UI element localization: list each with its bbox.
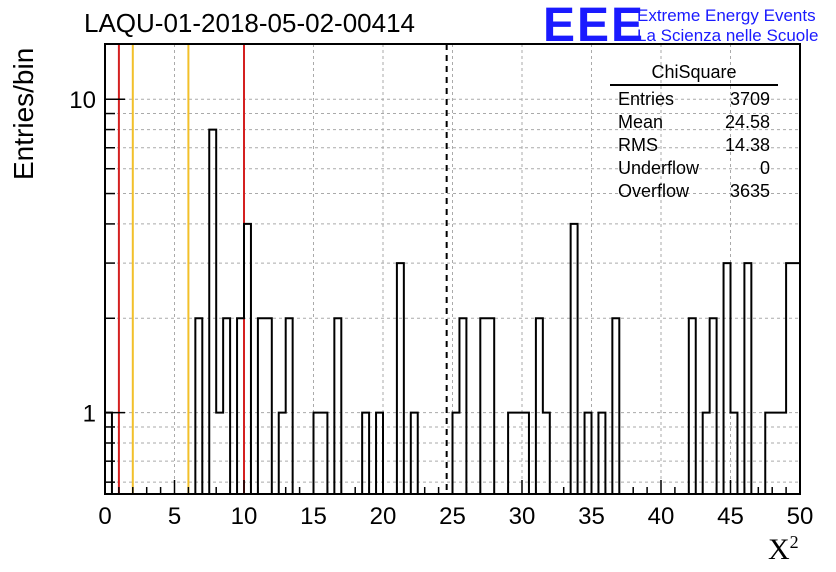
stats-title: ChiSquare (610, 62, 778, 86)
x-tick-label: 40 (648, 503, 675, 530)
axis-ticks (104, 98, 801, 494)
x-tick-label: 0 (98, 503, 111, 530)
stats-value: 0 (759, 158, 770, 178)
x-tick-label: 10 (231, 503, 258, 530)
stats-row-mean: Mean 24.58 (610, 111, 778, 134)
x-tick-label: 50 (787, 503, 814, 530)
x-axis-label-base: X (768, 533, 790, 566)
histogram-outline (105, 128, 800, 495)
grid-lines (105, 44, 800, 494)
stats-value: 3709 (729, 89, 770, 109)
stats-label: RMS (618, 135, 658, 155)
logo-line-1: Extreme Energy Events (637, 6, 816, 25)
x-tick-label: 25 (439, 503, 466, 530)
stats-value: 24.58 (724, 112, 770, 132)
x-tick-label: 45 (717, 503, 744, 530)
x-tick-label: 20 (370, 503, 397, 530)
stats-row-rms: RMS 14.38 (610, 134, 778, 157)
axis-tick-labels: 0 5 10 15 20 25 30 35 40 45 50 1 10 (69, 87, 813, 530)
stats-value: 3635 (729, 181, 770, 201)
x-axis-label: X2 (768, 532, 799, 567)
x-axis-label-superscript: 2 (789, 532, 799, 552)
y-axis-label: Entries/bin (8, 47, 39, 180)
stats-label: Underflow (618, 158, 700, 178)
stats-row-entries: Entries 3709 (610, 88, 778, 111)
stats-label: Mean (618, 112, 664, 132)
y-tick-label: 1 (83, 401, 96, 428)
logo-line-2: La Scienza nelle Scuole (637, 26, 819, 45)
chart-title: LAQU-01-2018-05-02-00414 (84, 8, 415, 38)
stats-label: Entries (618, 89, 675, 109)
eee-logo: EEE (543, 0, 646, 52)
stats-value: 14.38 (724, 135, 770, 155)
x-tick-label: 5 (168, 503, 181, 530)
stats-row-overflow: Overflow 3635 (610, 180, 778, 203)
x-tick-label: 15 (300, 503, 327, 530)
reference-lines (117, 44, 448, 494)
stats-box: ChiSquare Entries 3709 Mean 24.58 RMS 14.38… (610, 62, 778, 203)
x-tick-label: 35 (578, 503, 605, 530)
y-tick-label: 10 (69, 87, 96, 114)
stats-label: Overflow (618, 181, 690, 201)
stats-row-underflow: Underflow 0 (610, 157, 778, 180)
x-tick-label: 30 (509, 503, 536, 530)
